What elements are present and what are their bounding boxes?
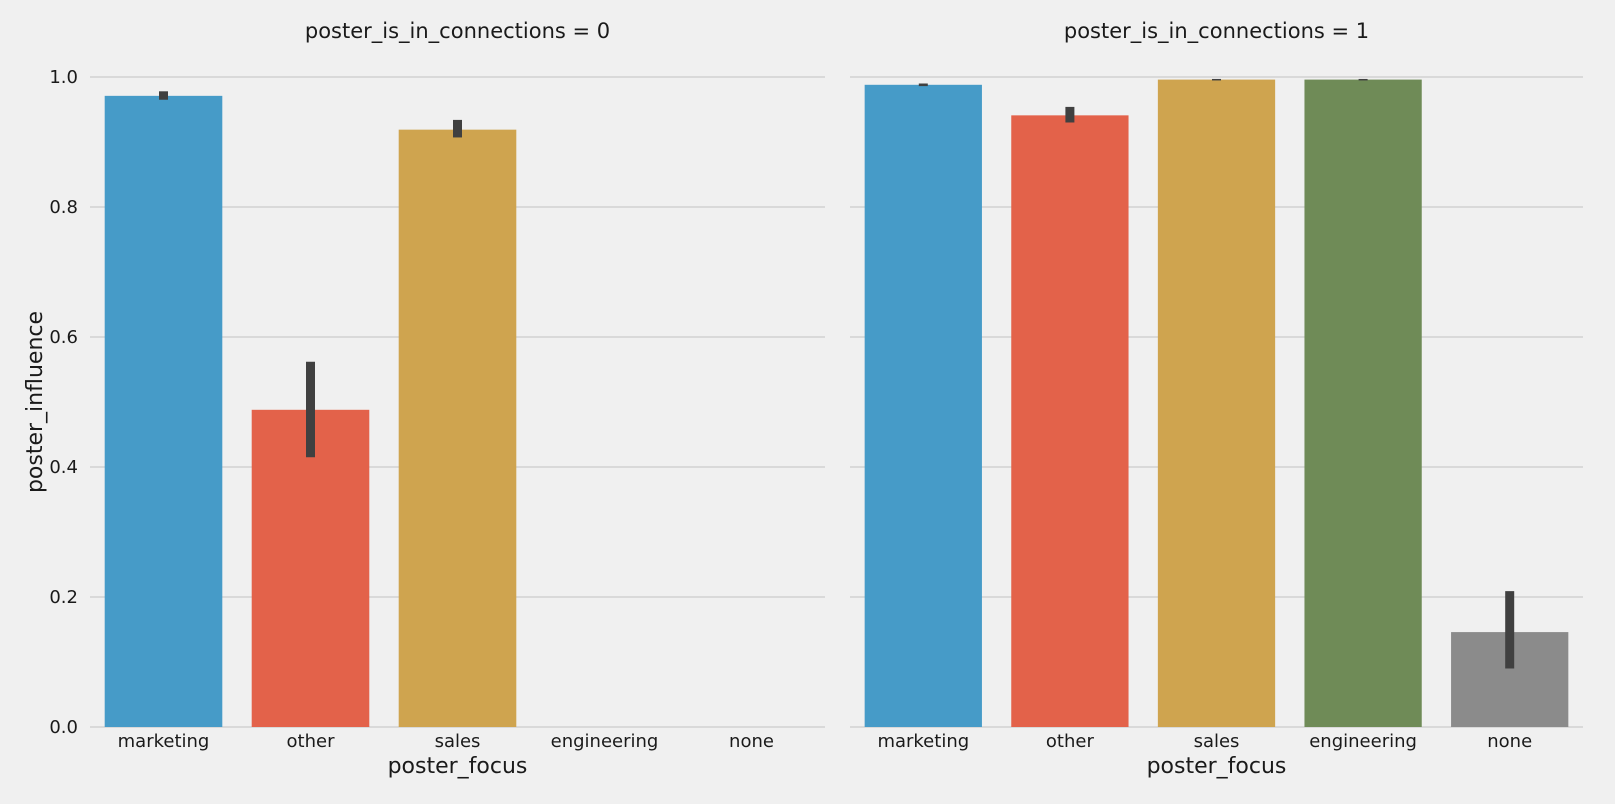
x-tick-label: sales — [1194, 731, 1240, 752]
bar-marketing — [864, 84, 982, 728]
bar-sales — [398, 129, 517, 727]
y-tick-label: 0.4 — [49, 457, 78, 478]
y-tick-label: 1.0 — [49, 67, 78, 88]
bar-other — [251, 409, 370, 727]
x-tick-label: sales — [435, 731, 481, 752]
y-tick-label: 0.8 — [49, 197, 78, 218]
x-tick-label: engineering — [1309, 731, 1417, 752]
bar-engineering — [1304, 79, 1422, 728]
y-tick-label: 0.2 — [49, 587, 78, 608]
y-tick-label: 0.6 — [49, 327, 78, 348]
x-tick-label: other — [287, 731, 336, 752]
bar-sales — [1157, 79, 1276, 728]
x-tick-label: none — [729, 731, 774, 752]
x-tick-label: other — [1046, 731, 1095, 752]
x-tick-label: marketing — [877, 731, 969, 752]
y-axis-label: poster_influence — [23, 311, 48, 493]
x-tick-label: marketing — [118, 731, 210, 752]
y-tick-label: 0.0 — [49, 717, 78, 738]
x-tick-label: engineering — [551, 731, 659, 752]
panel-title: poster_is_in_connections = 1 — [1064, 19, 1369, 44]
x-tick-label: none — [1487, 731, 1532, 752]
x-axis-label: poster_focus — [388, 754, 528, 779]
bar-marketing — [104, 95, 223, 728]
bar-other — [1011, 115, 1129, 728]
panel-title: poster_is_in_connections = 0 — [305, 19, 610, 44]
x-axis-label: poster_focus — [1147, 754, 1287, 779]
